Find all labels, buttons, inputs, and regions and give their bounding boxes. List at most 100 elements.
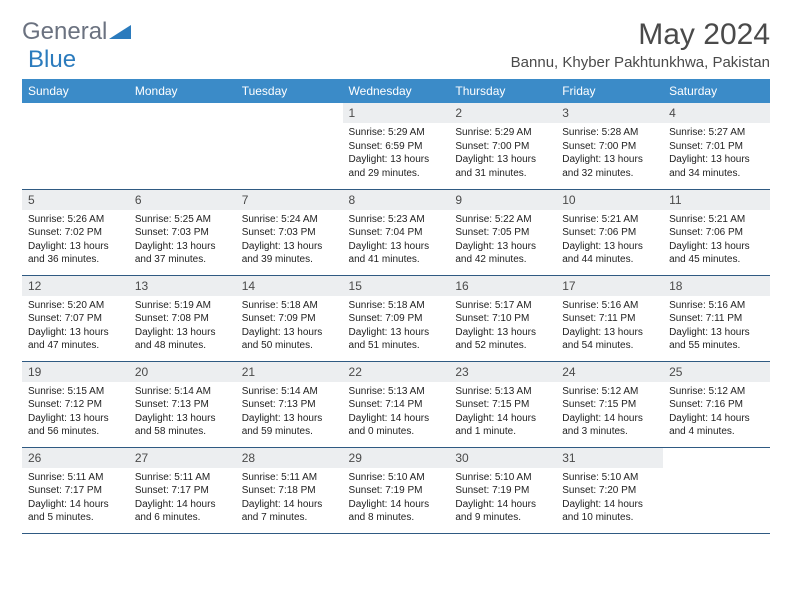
sunset-text: Sunset: 7:19 PM (455, 484, 550, 498)
calendar-week-row: 1Sunrise: 5:29 AMSunset: 6:59 PMDaylight… (22, 103, 770, 189)
daylight-line1: Daylight: 14 hours (455, 498, 550, 512)
calendar-cell: 23Sunrise: 5:13 AMSunset: 7:15 PMDayligh… (449, 361, 556, 447)
sunset-text: Sunset: 7:04 PM (349, 226, 444, 240)
calendar-cell: 8Sunrise: 5:23 AMSunset: 7:04 PMDaylight… (343, 189, 450, 275)
sunset-text: Sunset: 7:00 PM (455, 140, 550, 154)
calendar-cell: 4Sunrise: 5:27 AMSunset: 7:01 PMDaylight… (663, 103, 770, 189)
day-details: Sunrise: 5:22 AMSunset: 7:05 PMDaylight:… (449, 210, 556, 271)
sunrise-text: Sunrise: 5:11 AM (242, 471, 337, 485)
calendar-cell (129, 103, 236, 189)
daylight-line1: Daylight: 14 hours (349, 412, 444, 426)
sunrise-text: Sunrise: 5:14 AM (135, 385, 230, 399)
day-details: Sunrise: 5:29 AMSunset: 6:59 PMDaylight:… (343, 123, 450, 184)
day-number: 1 (343, 103, 450, 123)
daylight-line2: and 34 minutes. (669, 167, 764, 181)
sunrise-text: Sunrise: 5:23 AM (349, 213, 444, 227)
sunrise-text: Sunrise: 5:10 AM (455, 471, 550, 485)
daylight-line2: and 10 minutes. (562, 511, 657, 525)
weekday-header: Friday (556, 79, 663, 103)
calendar-cell: 18Sunrise: 5:16 AMSunset: 7:11 PMDayligh… (663, 275, 770, 361)
day-details: Sunrise: 5:24 AMSunset: 7:03 PMDaylight:… (236, 210, 343, 271)
day-number: 13 (129, 276, 236, 296)
calendar-cell: 7Sunrise: 5:24 AMSunset: 7:03 PMDaylight… (236, 189, 343, 275)
day-details: Sunrise: 5:16 AMSunset: 7:11 PMDaylight:… (556, 296, 663, 357)
day-number: 5 (22, 190, 129, 210)
daylight-line1: Daylight: 13 hours (669, 240, 764, 254)
sunrise-text: Sunrise: 5:16 AM (562, 299, 657, 313)
calendar-cell: 31Sunrise: 5:10 AMSunset: 7:20 PMDayligh… (556, 447, 663, 533)
sunset-text: Sunset: 7:16 PM (669, 398, 764, 412)
daylight-line2: and 32 minutes. (562, 167, 657, 181)
daylight-line1: Daylight: 13 hours (669, 326, 764, 340)
calendar-cell: 28Sunrise: 5:11 AMSunset: 7:18 PMDayligh… (236, 447, 343, 533)
day-number: 12 (22, 276, 129, 296)
calendar-cell: 1Sunrise: 5:29 AMSunset: 6:59 PMDaylight… (343, 103, 450, 189)
sunrise-text: Sunrise: 5:13 AM (455, 385, 550, 399)
sunrise-text: Sunrise: 5:21 AM (669, 213, 764, 227)
daylight-line1: Daylight: 13 hours (28, 326, 123, 340)
sunset-text: Sunset: 6:59 PM (349, 140, 444, 154)
daylight-line2: and 1 minute. (455, 425, 550, 439)
calendar-cell: 14Sunrise: 5:18 AMSunset: 7:09 PMDayligh… (236, 275, 343, 361)
day-details: Sunrise: 5:10 AMSunset: 7:20 PMDaylight:… (556, 468, 663, 529)
calendar-cell: 19Sunrise: 5:15 AMSunset: 7:12 PMDayligh… (22, 361, 129, 447)
sunrise-text: Sunrise: 5:19 AM (135, 299, 230, 313)
day-number: 28 (236, 448, 343, 468)
calendar-body: 1Sunrise: 5:29 AMSunset: 6:59 PMDaylight… (22, 103, 770, 533)
daylight-line2: and 58 minutes. (135, 425, 230, 439)
sunset-text: Sunset: 7:12 PM (28, 398, 123, 412)
sunrise-text: Sunrise: 5:25 AM (135, 213, 230, 227)
calendar-week-row: 12Sunrise: 5:20 AMSunset: 7:07 PMDayligh… (22, 275, 770, 361)
calendar-cell: 17Sunrise: 5:16 AMSunset: 7:11 PMDayligh… (556, 275, 663, 361)
sunset-text: Sunset: 7:11 PM (562, 312, 657, 326)
daylight-line1: Daylight: 13 hours (455, 240, 550, 254)
daylight-line2: and 37 minutes. (135, 253, 230, 267)
daylight-line2: and 51 minutes. (349, 339, 444, 353)
daylight-line1: Daylight: 13 hours (349, 153, 444, 167)
brand-logo: General (22, 18, 132, 46)
sunset-text: Sunset: 7:10 PM (455, 312, 550, 326)
calendar-cell (663, 447, 770, 533)
daylight-line1: Daylight: 13 hours (562, 153, 657, 167)
sunrise-text: Sunrise: 5:15 AM (28, 385, 123, 399)
month-title: May 2024 (511, 18, 770, 52)
day-number: 4 (663, 103, 770, 123)
day-details: Sunrise: 5:12 AMSunset: 7:15 PMDaylight:… (556, 382, 663, 443)
day-number: 27 (129, 448, 236, 468)
sunrise-text: Sunrise: 5:12 AM (562, 385, 657, 399)
daylight-line1: Daylight: 13 hours (455, 326, 550, 340)
daylight-line2: and 39 minutes. (242, 253, 337, 267)
sunset-text: Sunset: 7:00 PM (562, 140, 657, 154)
day-number: 25 (663, 362, 770, 382)
daylight-line2: and 59 minutes. (242, 425, 337, 439)
daylight-line2: and 56 minutes. (28, 425, 123, 439)
calendar-cell (236, 103, 343, 189)
daylight-line1: Daylight: 13 hours (135, 412, 230, 426)
daylight-line2: and 48 minutes. (135, 339, 230, 353)
day-number: 19 (22, 362, 129, 382)
day-details: Sunrise: 5:16 AMSunset: 7:11 PMDaylight:… (663, 296, 770, 357)
daylight-line2: and 7 minutes. (242, 511, 337, 525)
daylight-line2: and 5 minutes. (28, 511, 123, 525)
daylight-line1: Daylight: 14 hours (135, 498, 230, 512)
day-details: Sunrise: 5:23 AMSunset: 7:04 PMDaylight:… (343, 210, 450, 271)
calendar-cell: 25Sunrise: 5:12 AMSunset: 7:16 PMDayligh… (663, 361, 770, 447)
day-details: Sunrise: 5:11 AMSunset: 7:17 PMDaylight:… (129, 468, 236, 529)
sunset-text: Sunset: 7:02 PM (28, 226, 123, 240)
sunset-text: Sunset: 7:08 PM (135, 312, 230, 326)
calendar-cell: 13Sunrise: 5:19 AMSunset: 7:08 PMDayligh… (129, 275, 236, 361)
sunset-text: Sunset: 7:09 PM (242, 312, 337, 326)
day-details: Sunrise: 5:17 AMSunset: 7:10 PMDaylight:… (449, 296, 556, 357)
sunset-text: Sunset: 7:17 PM (135, 484, 230, 498)
sunset-text: Sunset: 7:13 PM (135, 398, 230, 412)
calendar-cell: 6Sunrise: 5:25 AMSunset: 7:03 PMDaylight… (129, 189, 236, 275)
daylight-line1: Daylight: 13 hours (562, 326, 657, 340)
calendar-cell: 29Sunrise: 5:10 AMSunset: 7:19 PMDayligh… (343, 447, 450, 533)
title-block: May 2024 Bannu, Khyber Pakhtunkhwa, Paki… (511, 18, 770, 77)
day-number: 26 (22, 448, 129, 468)
day-number: 17 (556, 276, 663, 296)
day-details: Sunrise: 5:10 AMSunset: 7:19 PMDaylight:… (449, 468, 556, 529)
daylight-line1: Daylight: 14 hours (28, 498, 123, 512)
calendar-cell: 9Sunrise: 5:22 AMSunset: 7:05 PMDaylight… (449, 189, 556, 275)
calendar-cell: 26Sunrise: 5:11 AMSunset: 7:17 PMDayligh… (22, 447, 129, 533)
